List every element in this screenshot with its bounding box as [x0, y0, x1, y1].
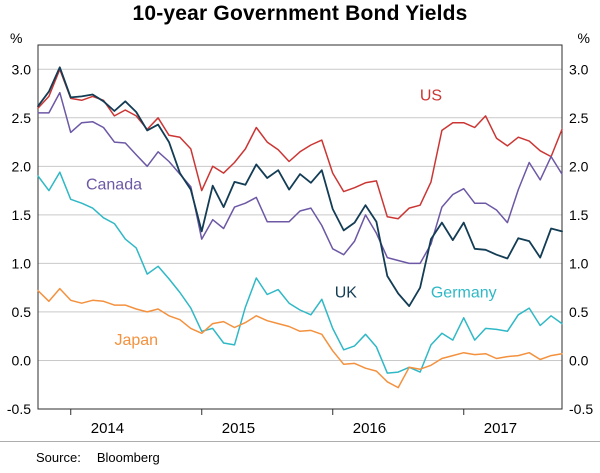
y-tick-label-right: -0.5 [569, 401, 593, 417]
y-axis-unit-left: % [10, 30, 23, 46]
y-tick-label-right: 2.0 [569, 158, 589, 174]
x-tick-label: 2017 [484, 420, 517, 437]
source-value: Bloomberg [96, 450, 160, 465]
y-tick-label-left: 0.5 [12, 304, 32, 320]
y-tick-label-left: 0.0 [12, 352, 32, 368]
y-tick-label-left: 3.0 [12, 61, 32, 77]
series-line-germany [37, 171, 563, 374]
x-tick-label: 2016 [353, 420, 386, 437]
y-tick-label-left: 1.0 [12, 255, 32, 271]
x-tick-label: 2015 [222, 420, 255, 437]
y-tick-label-right: 3.0 [569, 61, 589, 77]
y-tick-label-right: 2.5 [569, 110, 589, 126]
plot-frame [37, 44, 563, 410]
series-label-japan: Japan [114, 332, 158, 349]
series-label-us: US [420, 87, 442, 104]
chart-title: 10-year Government Bond Yields [132, 2, 468, 25]
y-axis-unit-right: % [577, 30, 590, 46]
source-line: Source: Bloomberg [0, 441, 600, 465]
series-line-us [37, 68, 563, 220]
y-tick-label-right: 0.0 [569, 352, 589, 368]
source-label: Source: [36, 450, 81, 465]
y-tick-label-left: -0.5 [7, 401, 31, 417]
series-label-germany: Germany [431, 284, 497, 301]
series-label-uk: UK [335, 284, 358, 301]
y-tick-label-left: 2.5 [12, 110, 32, 126]
series-line-japan [37, 287, 563, 389]
series-label-canada: Canada [86, 177, 142, 194]
series-line-canada [37, 91, 563, 265]
x-tick-label: 2014 [91, 420, 124, 437]
y-tick-label-right: 1.0 [569, 255, 589, 271]
y-tick-label-right: 0.5 [569, 304, 589, 320]
y-tick-label-right: 1.5 [569, 207, 589, 223]
series-line-uk [37, 66, 563, 308]
y-tick-label-left: 1.5 [12, 207, 32, 223]
y-tick-label-left: 2.0 [12, 158, 32, 174]
